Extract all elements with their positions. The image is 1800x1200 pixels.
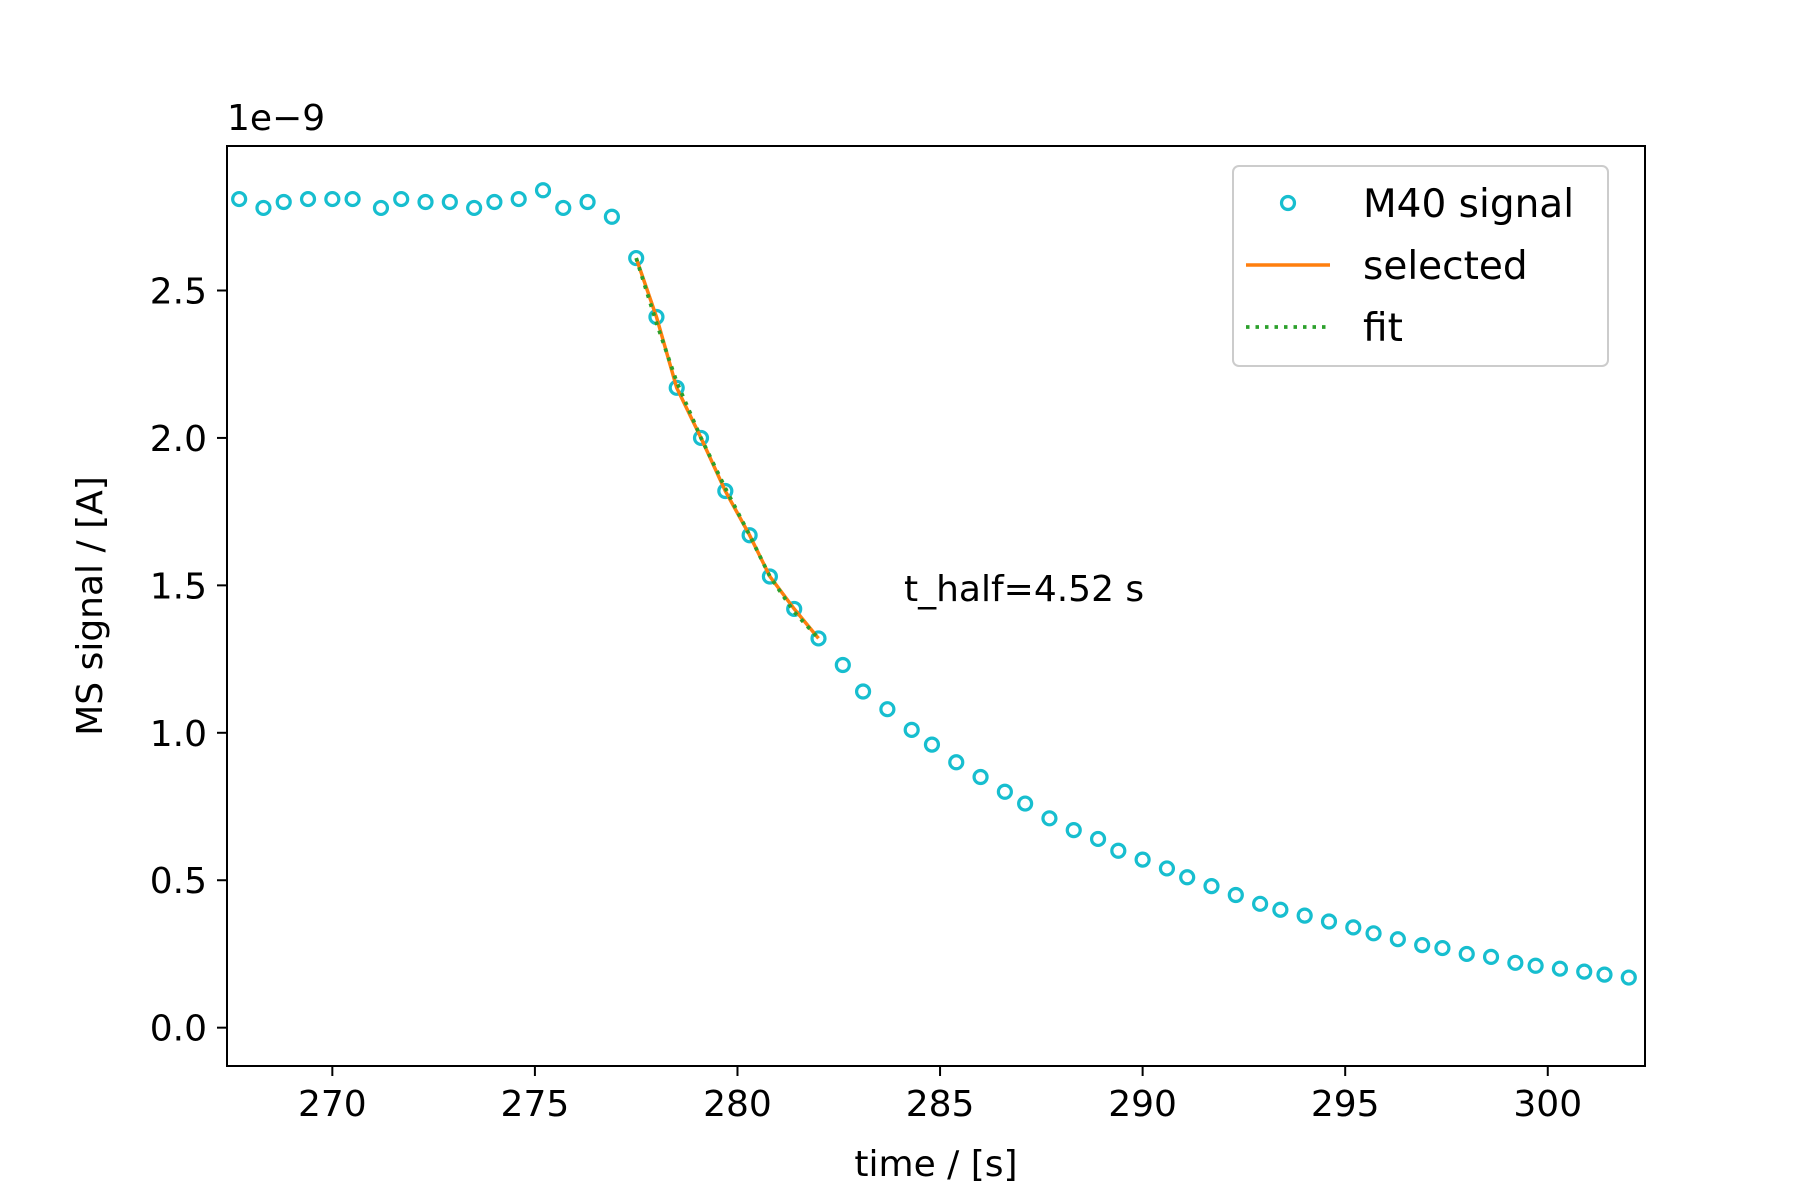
data-point [579, 193, 596, 211]
data-point [1041, 810, 1058, 827]
y-tick-label: 0.5 [150, 861, 207, 902]
data-point [1017, 795, 1034, 812]
data-point [854, 683, 872, 700]
data-point [534, 182, 552, 199]
y-offset-label: 1e−9 [227, 98, 325, 139]
fit-line [634, 257, 820, 640]
data-point [275, 193, 292, 211]
y-tick-label: 1.5 [150, 566, 207, 607]
data-point [668, 379, 685, 396]
data-point [1414, 937, 1431, 954]
x-tick-label: 270 [298, 1084, 367, 1125]
data-point [344, 190, 361, 208]
data-point [299, 190, 317, 208]
data-point [1434, 939, 1451, 957]
data-point [1482, 948, 1500, 965]
data-point [1203, 878, 1220, 895]
plot-area [231, 182, 1637, 986]
legend-label: selected [1363, 244, 1528, 289]
data-point [741, 527, 758, 544]
x-tick-label: 300 [1513, 1084, 1582, 1125]
data-point [1551, 960, 1569, 977]
data-point [923, 736, 941, 753]
legend-marker [1279, 194, 1297, 212]
x-tick-label: 280 [703, 1084, 772, 1125]
data-point [1620, 969, 1637, 986]
y-tick-label: 0.0 [150, 1009, 207, 1050]
data-point [1576, 963, 1593, 980]
data-point [1252, 895, 1269, 912]
data-point [1458, 945, 1475, 963]
data-point [603, 208, 620, 225]
x-tick-label: 275 [501, 1084, 570, 1125]
x-axis-label: time / [s] [854, 1144, 1017, 1185]
data-point [231, 190, 248, 208]
x-tick-label: 290 [1108, 1084, 1177, 1125]
x-tick-label: 285 [906, 1084, 975, 1125]
data-point [555, 199, 572, 217]
data-point [1089, 830, 1107, 848]
data-point [255, 199, 272, 217]
data-point [486, 193, 503, 211]
data-point [1596, 966, 1613, 983]
data-point [628, 249, 645, 267]
data-point [903, 721, 920, 738]
data-point [834, 656, 851, 674]
data-point [417, 193, 434, 211]
data-point [324, 190, 341, 208]
data-point [786, 600, 803, 618]
y-tick-label: 2.5 [150, 271, 207, 312]
data-point [441, 193, 458, 211]
data-point [1227, 886, 1244, 904]
data-point [879, 701, 896, 718]
series-m40-signal [231, 182, 1637, 986]
data-point [510, 190, 527, 208]
y-tick-label: 1.0 [150, 714, 207, 755]
data-point [372, 199, 390, 217]
data-point [1272, 901, 1289, 918]
data-point [1345, 919, 1362, 936]
data-point [1110, 842, 1127, 859]
legend: M40 signal selected fit [1232, 165, 1609, 367]
legend-label: fit [1363, 306, 1403, 351]
legend-box [1232, 165, 1609, 367]
x-tick-label: 295 [1311, 1084, 1380, 1125]
data-point [1507, 954, 1524, 971]
data-point [466, 199, 483, 217]
data-point [996, 783, 1013, 800]
data-point [1158, 860, 1176, 877]
data-point [717, 482, 734, 500]
legend-label: M40 signal [1363, 182, 1574, 227]
data-point [1365, 925, 1382, 942]
axes: 270 275 280 285 290 295 300 0.0 0.5 1.0 1.5 2.0 2.5 [150, 145, 1646, 1125]
data-point [1389, 931, 1406, 948]
data-point [761, 568, 778, 585]
data-point [1134, 851, 1151, 868]
data-point [1296, 907, 1313, 924]
y-axis-label: MS signal / [A] [70, 476, 111, 736]
series-fit [634, 257, 820, 640]
data-point [948, 754, 965, 771]
data-point [1179, 869, 1196, 886]
data-point [393, 190, 410, 208]
data-point [810, 630, 827, 647]
axes-frame [226, 145, 1646, 1067]
data-point [972, 768, 989, 786]
data-point [692, 429, 710, 447]
data-point [1065, 822, 1082, 839]
data-point [1320, 913, 1338, 930]
y-tick-label: 2.0 [150, 419, 207, 460]
data-point [1527, 957, 1544, 974]
t-half-annotation: t_half=4.52 s [904, 569, 1144, 610]
